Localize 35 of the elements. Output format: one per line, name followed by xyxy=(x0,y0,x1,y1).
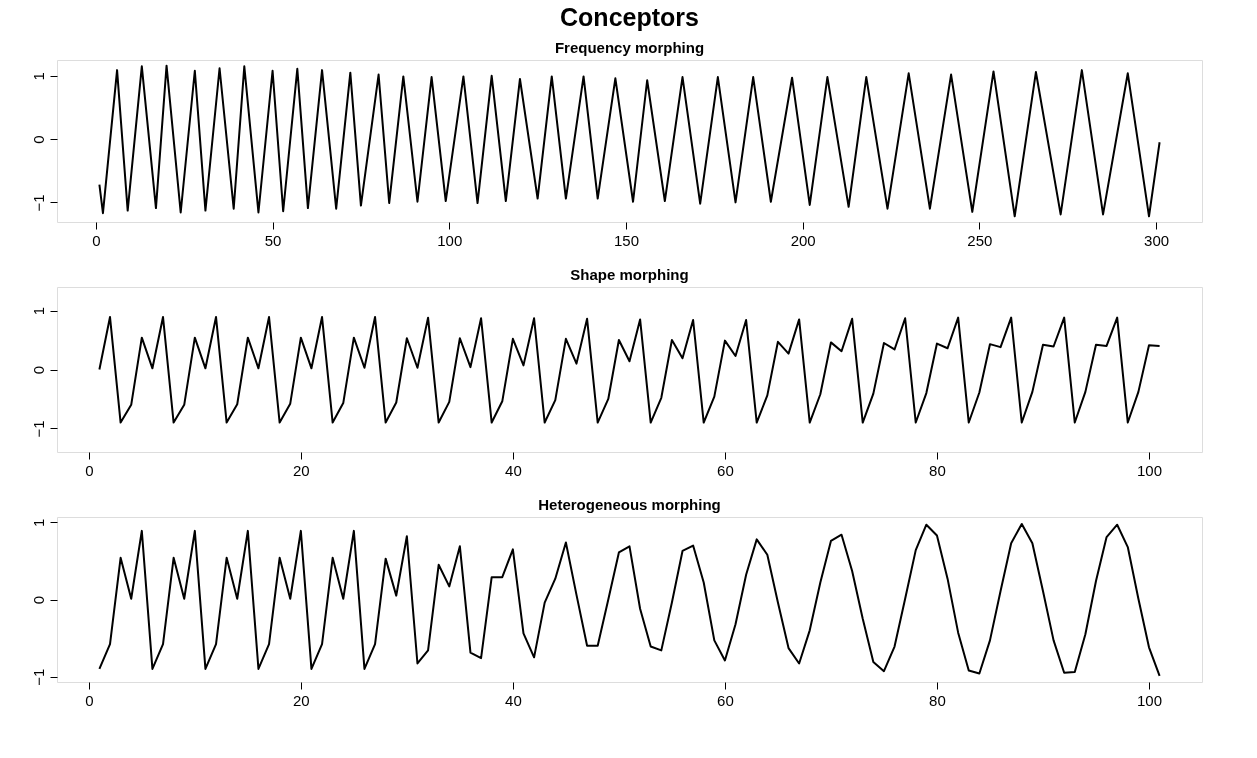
y-tick-label: 1 xyxy=(29,518,47,528)
x-tick-label: 0 xyxy=(85,691,94,709)
x-tick-label: 150 xyxy=(613,231,639,249)
x-tick-label: 20 xyxy=(293,461,310,479)
x-tick-label: 0 xyxy=(85,461,94,479)
y-tick-label: −1 xyxy=(29,668,47,686)
x-tick-label: 250 xyxy=(967,231,993,249)
chart-title: Heterogeneous morphing xyxy=(538,496,721,513)
y-tick-label: −1 xyxy=(29,194,47,212)
x-tick-label: 0 xyxy=(92,231,101,249)
x-tick-label: 40 xyxy=(505,461,522,479)
x-tick-label: 100 xyxy=(437,231,463,249)
x-tick-label: 80 xyxy=(929,461,946,479)
line-series xyxy=(98,522,1161,677)
x-tick-label: 300 xyxy=(1144,231,1170,249)
x-tick-label: 40 xyxy=(505,691,522,709)
y-tick-label: 0 xyxy=(29,135,47,144)
y-tick-label: 1 xyxy=(29,72,47,81)
line-series xyxy=(98,316,1161,424)
x-tick-label: 60 xyxy=(717,691,734,709)
chart-title: Conceptors xyxy=(560,3,699,31)
y-tick-label: 1 xyxy=(29,306,47,316)
y-tick-label: −1 xyxy=(29,420,47,438)
x-tick-label: 100 xyxy=(1136,461,1163,479)
x-tick-label: 80 xyxy=(929,691,946,709)
x-tick-label: 100 xyxy=(1136,691,1163,709)
y-tick-label: 0 xyxy=(29,595,47,605)
chart-subtitle: Frequency morphing xyxy=(554,39,705,56)
x-tick-label: 60 xyxy=(717,461,734,479)
x-tick-label: 200 xyxy=(790,231,816,249)
chart-title: Shape morphing xyxy=(570,266,689,283)
line-series xyxy=(98,64,1161,218)
y-tick-label: 0 xyxy=(29,365,47,375)
x-tick-label: 20 xyxy=(293,691,310,709)
x-tick-label: 50 xyxy=(264,231,282,249)
